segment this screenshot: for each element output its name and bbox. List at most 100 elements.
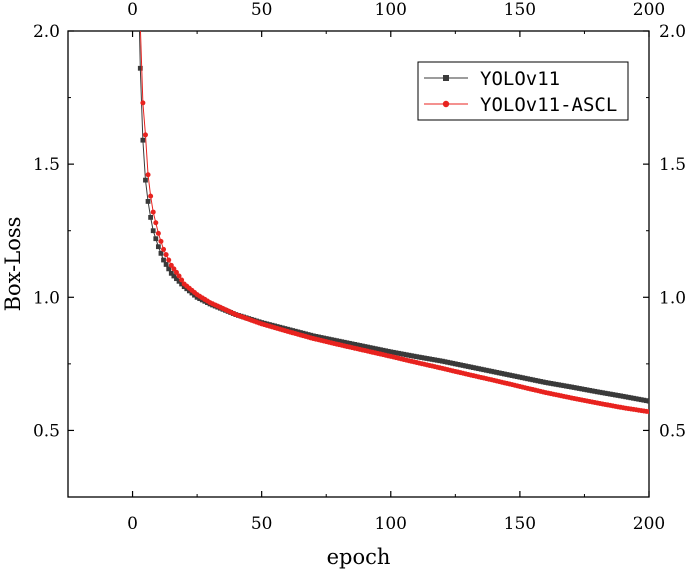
- data-point-yolov11: [520, 375, 525, 381]
- data-point-yolov11: [481, 367, 487, 373]
- data-point-yolov11: [174, 276, 179, 282]
- data-point-yolov11: [181, 284, 187, 290]
- data-point-yolov11: [440, 358, 445, 364]
- data-point-yolov11: [551, 381, 556, 387]
- data-point-yolov11: [357, 343, 363, 348]
- data-point-yolov11: [504, 372, 510, 377]
- data-point-yolov11: [308, 332, 314, 338]
- data-point-yolov11: [383, 348, 389, 354]
- data-point-yolov11: [401, 351, 407, 357]
- data-point-yolov11: [347, 340, 352, 346]
- data-point-yolov11-ascl: [142, 132, 148, 138]
- data-point-yolov11-ascl: [140, 100, 146, 106]
- data-point-yolov11: [509, 373, 515, 378]
- data-point-yolov11: [558, 382, 564, 388]
- data-point-yolov11: [628, 395, 634, 401]
- data-point-yolov11: [620, 393, 626, 399]
- data-point-yolov11: [625, 394, 631, 400]
- legend-marker-yolov11: [443, 75, 449, 81]
- data-point-yolov11: [390, 349, 396, 355]
- data-point-yolov11: [168, 270, 174, 276]
- data-point-yolov11: [641, 397, 647, 403]
- data-point-yolov11: [494, 369, 500, 375]
- data-point-yolov11: [388, 349, 394, 355]
- data-point-yolov11: [576, 386, 582, 391]
- data-point-yolov11: [602, 390, 608, 396]
- data-point-yolov11: [476, 366, 481, 372]
- data-point-yolov11: [409, 353, 414, 359]
- data-point-yolov11: [318, 335, 324, 340]
- data-point-yolov11: [502, 371, 507, 377]
- data-point-yolov11: [584, 387, 590, 393]
- data-point-yolov11: [411, 353, 417, 359]
- data-point-yolov11: [496, 370, 502, 376]
- data-point-yolov11: [176, 278, 182, 284]
- data-point-yolov11: [579, 386, 585, 392]
- data-point-yolov11-ascl: [646, 409, 649, 415]
- data-point-yolov11: [161, 257, 166, 263]
- x-tick-label-top: 150: [504, 0, 536, 20]
- legend-label-yolov11: YOLOv11: [480, 68, 560, 90]
- data-point-yolov11: [478, 366, 484, 372]
- data-point-yolov11: [310, 333, 316, 339]
- data-point-yolov11: [150, 228, 156, 234]
- data-point-yolov11: [512, 373, 518, 379]
- data-point-yolov11: [548, 381, 554, 386]
- x-tick-label-top: 0: [127, 0, 138, 20]
- data-point-yolov11: [419, 355, 425, 360]
- data-point-yolov11: [396, 350, 401, 356]
- data-point-yolov11-ascl: [153, 220, 159, 226]
- data-point-yolov11: [483, 367, 489, 373]
- data-point-yolov11: [582, 387, 587, 392]
- data-point-yolov11: [543, 380, 549, 385]
- data-point-yolov11: [362, 344, 368, 349]
- y-tick-label-right: 1.5: [659, 155, 685, 175]
- data-point-yolov11: [465, 364, 471, 369]
- data-point-yolov11-ascl: [148, 193, 154, 199]
- data-point-yolov11: [393, 350, 399, 356]
- data-point-yolov11: [489, 368, 494, 374]
- data-point-yolov11: [375, 346, 381, 352]
- data-point-yolov11: [148, 215, 154, 220]
- data-point-yolov11: [556, 382, 562, 388]
- legend: YOLOv11 YOLOv11-ASCL: [417, 61, 629, 121]
- data-point-yolov11-ascl: [166, 257, 172, 263]
- data-point-yolov11: [416, 354, 422, 360]
- data-point-yolov11: [463, 363, 469, 369]
- data-point-yolov11: [600, 390, 605, 396]
- data-point-yolov11-ascl: [176, 273, 182, 279]
- data-point-yolov11: [450, 360, 456, 366]
- data-point-yolov11: [532, 377, 538, 383]
- data-point-yolov11-ascl: [168, 262, 174, 268]
- data-point-yolov11: [499, 371, 505, 376]
- data-point-yolov11: [592, 388, 598, 394]
- data-point-yolov11-ascl: [150, 209, 156, 215]
- series-layer: [137, 31, 649, 415]
- data-point-yolov11: [321, 335, 327, 341]
- data-point-yolov11: [473, 365, 479, 371]
- data-point-yolov11-ascl: [145, 172, 151, 178]
- data-point-yolov11: [145, 199, 151, 204]
- data-point-yolov11: [153, 236, 159, 242]
- data-point-yolov11: [517, 374, 523, 380]
- axes-layer: 0 0 50 50 100 100 150 150 200 200 0.5 0.5 1.0 1.0 1.5 1…: [33, 0, 685, 534]
- data-point-yolov11: [171, 273, 177, 279]
- data-point-yolov11: [349, 341, 355, 347]
- data-point-yolov11: [525, 376, 531, 382]
- plot-frame: [67, 30, 650, 498]
- data-point-yolov11: [563, 383, 569, 389]
- data-point-yolov11: [574, 385, 580, 391]
- data-point-yolov11: [137, 65, 143, 71]
- data-point-yolov11: [561, 383, 567, 389]
- data-point-yolov11-ascl: [158, 238, 164, 244]
- data-point-yolov11: [398, 351, 404, 357]
- data-point-yolov11: [458, 362, 463, 368]
- data-point-yolov11: [553, 381, 559, 387]
- data-point-yolov11: [143, 177, 148, 183]
- data-point-yolov11: [189, 290, 195, 296]
- data-point-yolov11: [569, 384, 574, 390]
- data-point-yolov11: [610, 392, 616, 397]
- data-point-yolov11: [427, 356, 432, 362]
- data-point-yolov11: [594, 389, 600, 395]
- y-tick-label-left: 1.5: [33, 155, 60, 175]
